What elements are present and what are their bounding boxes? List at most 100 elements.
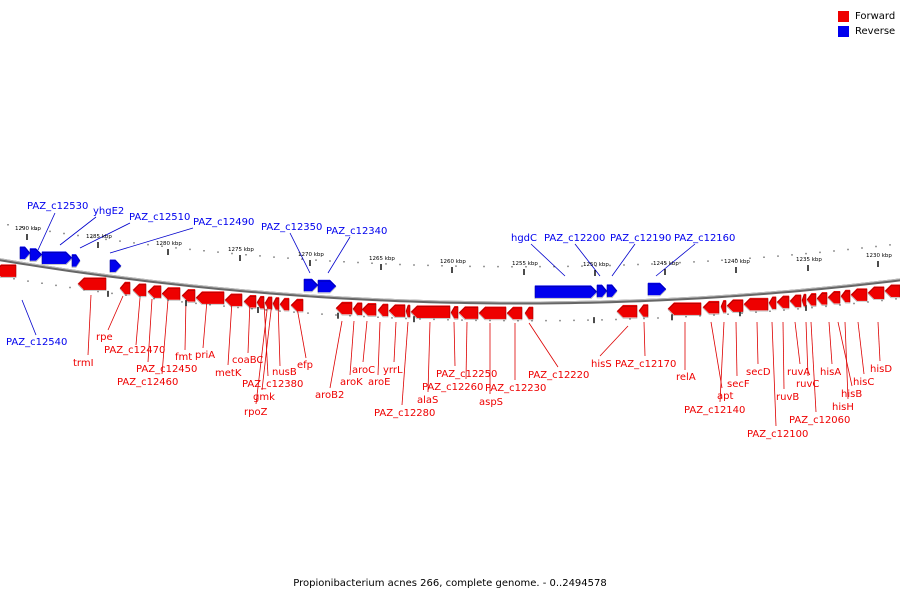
label-leader	[87, 294, 92, 356]
forward-gene-arrow	[195, 291, 225, 304]
gene-label: aroK	[340, 377, 363, 388]
gene-label: aroC	[352, 365, 375, 376]
reverse-gene-arrow	[606, 284, 618, 297]
gene-label: priA	[195, 350, 215, 361]
forward-gene-arrow-edge	[405, 305, 411, 319]
label-leaders	[21, 212, 881, 427]
reverse-gene-arrow-edge	[19, 247, 31, 261]
forward-gene-arrow	[806, 293, 817, 306]
label-leader	[59, 216, 97, 246]
gene-label: PAZ_c12200	[544, 233, 605, 244]
genome-caption: Propionibacterium acnes 266, complete ge…	[293, 578, 607, 589]
scale-tick-label: 1280 kbp	[156, 241, 182, 247]
gene-label: PAZ_c12510	[129, 212, 190, 223]
gene-label: apt	[717, 391, 733, 402]
label-leader	[261, 301, 273, 391]
scale-ticks: 1290 kbp 1285 kbp 1280 kbp 1275 kbp 1270 kbp…	[7, 224, 897, 324]
backbone-line	[0, 258, 900, 305]
reverse-gene-arrow-edge	[647, 283, 667, 297]
gene-label: PAZ_c12540	[6, 337, 67, 348]
scale-tick-label: 1265 kbp	[369, 256, 395, 262]
gene-label: PAZ_c12530	[27, 201, 88, 212]
label-leader	[327, 236, 351, 274]
label-leader	[828, 321, 833, 365]
label-leader	[655, 243, 696, 277]
reverse-gene-arrow	[647, 282, 667, 296]
gene-arrows	[0, 246, 900, 321]
label-leader	[161, 299, 169, 375]
forward-gene-arrow-edge	[377, 304, 389, 318]
forward-gene-arrow	[776, 295, 790, 309]
forward-gene-arrow-edge	[884, 285, 900, 299]
forward-gene-arrow	[388, 304, 406, 317]
gene-label: aspS	[479, 397, 503, 408]
reverse-gene-arrow-edge	[596, 285, 608, 299]
forward-gene-arrow-edge	[806, 294, 817, 307]
forward-gene-arrow	[884, 284, 900, 298]
gene-label: PAZ_c12250	[436, 369, 497, 380]
forward-gene-arrow	[789, 294, 802, 308]
label-leader	[611, 243, 636, 277]
label-leader	[227, 300, 233, 366]
label-leader	[79, 222, 131, 249]
forward-gene-arrow-edge	[638, 305, 649, 318]
gene-label: hgdC	[511, 233, 537, 244]
label-leader	[37, 212, 56, 251]
forward-gene-arrow-edge	[789, 295, 802, 309]
scale-tick-label: 1275 kbp	[228, 247, 254, 253]
gene-label: rpoZ	[244, 407, 268, 418]
label-leader	[289, 232, 311, 274]
forward-gene-arrow-edge	[478, 307, 507, 321]
reverse-gene-arrow	[303, 278, 319, 292]
gene-label: hisH	[832, 402, 854, 413]
forward-gene-arrow-edge	[161, 288, 181, 301]
forward-gene-arrow	[243, 295, 257, 308]
label-leader	[202, 299, 208, 349]
forward-gene-arrow	[132, 283, 147, 297]
genome-backbone	[0, 258, 900, 305]
label-leader	[393, 321, 397, 363]
label-leader	[530, 243, 566, 277]
label-leader	[782, 321, 785, 390]
gene-label: hisD	[870, 364, 892, 375]
gene-label: PAZ_c12060	[789, 415, 850, 426]
forward-gene-arrow	[290, 298, 304, 312]
forward-gene-arrow	[702, 300, 720, 314]
forward-gene-arrow-edge	[840, 290, 851, 304]
label-leader	[528, 322, 559, 368]
forward-gene-arrow	[801, 293, 807, 307]
label-leader	[837, 321, 853, 387]
scale-tick-label: 1260 kbp	[440, 259, 466, 265]
label-leader	[377, 321, 381, 376]
legend: Forward Reverse	[838, 9, 895, 39]
forward-gene-arrow-edge	[743, 298, 769, 312]
gene-label: PAZ_c12190	[610, 233, 671, 244]
forward-gene-arrow-edge	[726, 300, 744, 313]
forward-gene-arrow	[181, 289, 196, 302]
label-leader	[427, 321, 431, 393]
reverse-gene-arrow	[534, 285, 598, 298]
forward-gene-arrow-edge	[720, 301, 727, 314]
forward-gene-arrow	[524, 306, 534, 320]
gene-label: secF	[727, 379, 750, 390]
label-leader	[710, 321, 723, 389]
label-leader	[794, 321, 801, 365]
forward-gene-arrow-edge	[132, 284, 147, 298]
forward-gene-arrow-edge	[506, 307, 523, 321]
label-leader	[247, 300, 251, 354]
label-leader	[844, 321, 849, 400]
gene-label: metK	[215, 368, 242, 379]
forward-gene-arrow	[478, 306, 507, 320]
forward-gene-arrow-edge	[279, 298, 290, 312]
forward-gene-arrow-edge	[290, 299, 304, 313]
label-leader	[135, 297, 141, 346]
forward-gene-arrow	[840, 289, 851, 303]
forward-gene-arrow	[616, 304, 638, 318]
gene-label: aroE	[368, 377, 390, 388]
forward-gene-arrow-edge	[776, 296, 790, 310]
gene-label: PAZ_c12100	[747, 429, 808, 440]
label-leader	[21, 299, 37, 336]
reverse-gene-arrow	[41, 251, 73, 264]
label-leader	[574, 243, 601, 277]
gene-label: secD	[746, 367, 771, 378]
